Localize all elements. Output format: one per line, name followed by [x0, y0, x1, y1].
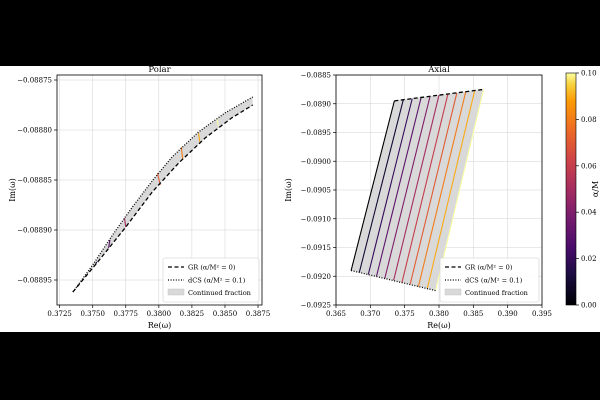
- polar-axes-frame: [56, 74, 263, 306]
- axial-legend-dcs-label: dCS (α/M² = 0.1): [465, 277, 523, 285]
- alpha-line: [384, 96, 431, 279]
- alpha-line: [375, 97, 422, 277]
- x-tick-label: 0.365: [326, 310, 346, 318]
- polar-x-ticks: 0.3725 0.3750 0.3775 0.3800 0.3825 0.3850 0.38…: [47, 305, 270, 318]
- alpha-line: [417, 91, 467, 287]
- alpha-line: [197, 132, 201, 143]
- x-tick-label: 0.3825: [180, 310, 205, 318]
- axial-gr-line: [394, 88, 484, 102]
- y-tick-label: −0.08885: [17, 177, 52, 185]
- axial-continued-fraction-fill: [351, 89, 484, 291]
- polar-xlabel: Re(ω): [148, 321, 172, 330]
- x-tick-label: 0.370: [360, 310, 380, 318]
- y-tick-label: −0.08890: [17, 227, 52, 235]
- alpha-line: [426, 90, 476, 289]
- alpha-line: [393, 94, 440, 281]
- x-tick-label: 0.3775: [114, 310, 139, 318]
- axial-xlabel: Re(ω): [427, 321, 451, 330]
- y-tick-label: −0.08895: [17, 277, 52, 285]
- y-tick-label: −0.0885: [301, 72, 331, 80]
- colorbar-tick-label: 0.06: [581, 162, 597, 170]
- x-tick-label: 0.3725: [47, 310, 72, 318]
- alpha-line: [358, 99, 404, 273]
- x-tick-label: 0.375: [395, 310, 415, 318]
- y-tick-label: −0.08875: [17, 77, 52, 85]
- colorbar-label: α/M: [591, 181, 600, 197]
- y-tick-label: −0.0895: [301, 129, 331, 137]
- alpha-line: [401, 93, 449, 283]
- polar-legend: GR (α/M² = 0) dCS (α/M² = 0.1) Continued…: [162, 257, 260, 303]
- axial-legend: GR (α/M² = 0) dCS (α/M² = 0.1) Continued…: [439, 257, 540, 303]
- axial-panel: 0.365 0.370 0.375 0.380 0.385 0.390 0.395 −0.0…: [284, 65, 552, 330]
- x-tick-label: 0.3800: [147, 310, 172, 318]
- polar-legend-dcs-label: dCS (α/M² = 0.1): [188, 277, 246, 285]
- colorbar-tick-label: 0.04: [581, 209, 597, 217]
- x-tick-label: 0.380: [429, 310, 449, 318]
- alpha-line: [108, 239, 111, 249]
- axial-legend-box: [439, 257, 540, 303]
- polar-panel: 0.3725 0.3750 0.3775 0.3800 0.3825 0.3850 0.38…: [8, 65, 270, 330]
- alpha-line: [180, 146, 184, 160]
- colorbar-tick-label: 0.02: [581, 255, 597, 263]
- polar-title: Polar: [148, 65, 171, 75]
- y-tick-label: −0.0920: [301, 273, 331, 281]
- x-tick-label: 0.3850: [213, 310, 238, 318]
- alpha-line: [435, 89, 485, 291]
- axial-ylabel: Im(ω): [284, 178, 293, 202]
- axial-y-ticks: −0.0885 −0.0890 −0.0895 −0.0900 −0.0905 −0.09…: [301, 72, 336, 310]
- x-tick-label: 0.395: [532, 310, 552, 318]
- alpha-line: [216, 118, 219, 127]
- y-tick-label: −0.0890: [301, 100, 331, 108]
- axial-alpha-lines: [350, 89, 485, 291]
- polar-gr-line: [72, 104, 254, 293]
- colorbar-tick-label: 0.00: [581, 302, 597, 310]
- axial-title: Axial: [427, 65, 450, 75]
- polar-legend-box: [162, 257, 260, 303]
- y-tick-label: −0.0910: [301, 215, 331, 223]
- y-tick-label: −0.0925: [301, 302, 331, 310]
- polar-ylabel: Im(ω): [8, 178, 17, 202]
- colorbar-tick-label: 0.10: [581, 70, 597, 78]
- x-tick-label: 0.385: [463, 310, 483, 318]
- axial-legend-gr-label: GR (α/M² = 0): [465, 264, 513, 272]
- polar-legend-fill-label: Continued fraction: [188, 289, 252, 297]
- x-tick-label: 0.3875: [246, 310, 271, 318]
- polar-y-ticks: −0.08875 −0.08880 −0.08885 −0.08890 −0.08895: [17, 77, 57, 285]
- y-tick-label: −0.0915: [301, 244, 331, 252]
- polar-legend-fill-swatch: [167, 288, 185, 296]
- polar-legend-gr-label: GR (α/M² = 0): [188, 264, 236, 272]
- y-tick-label: −0.0905: [301, 187, 331, 195]
- axial-legend-fill-label: Continued fraction: [465, 289, 529, 297]
- alpha-line: [367, 98, 413, 275]
- y-tick-label: −0.08880: [17, 127, 52, 135]
- colorbar-gradient: [565, 72, 577, 306]
- colorbar-tick-label: 0.08: [581, 116, 597, 124]
- colorbar-ticks: 0.00 0.02 0.04 0.06 0.08 0.10: [576, 70, 597, 310]
- axial-x-ticks: 0.365 0.370 0.375 0.380 0.385 0.390 0.395: [326, 305, 552, 318]
- x-tick-label: 0.3750: [80, 310, 105, 318]
- x-tick-label: 0.390: [498, 310, 518, 318]
- alpha-line: [350, 100, 395, 271]
- alpha-line: [123, 217, 127, 228]
- colorbar: 0.00 0.02 0.04 0.06 0.08 0.10 α/M: [565, 70, 600, 310]
- axial-legend-fill-swatch: [444, 288, 462, 296]
- alpha-line: [409, 92, 458, 285]
- y-tick-label: −0.0900: [301, 158, 331, 166]
